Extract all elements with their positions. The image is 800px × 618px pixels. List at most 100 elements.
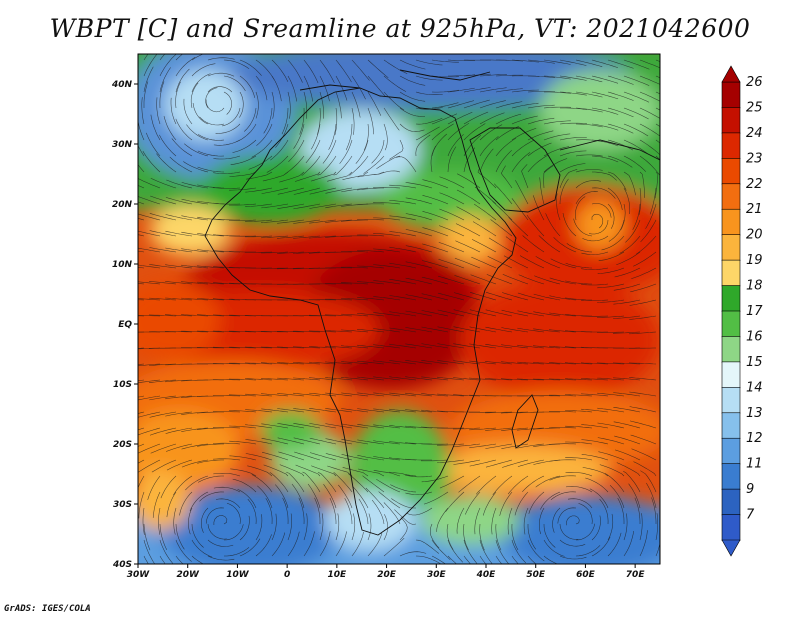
streamline	[197, 233, 225, 237]
streamline	[247, 465, 273, 477]
streamline	[175, 523, 185, 550]
streamline	[463, 99, 490, 109]
streamline	[533, 362, 561, 365]
streamline	[171, 138, 193, 157]
streamline	[282, 497, 289, 525]
streamline	[339, 139, 353, 164]
streamline	[341, 282, 369, 285]
streamline	[175, 539, 192, 562]
streamline	[453, 360, 481, 365]
streamline	[469, 326, 497, 333]
streamline	[229, 187, 257, 191]
streamline	[197, 427, 224, 430]
streamline	[557, 507, 577, 524]
streamline	[508, 217, 529, 237]
streamline	[247, 498, 257, 525]
lon-tick-label: 40E	[476, 570, 497, 580]
streamline	[581, 424, 609, 429]
streamline	[230, 155, 257, 165]
streamline	[495, 523, 502, 551]
streamline	[549, 475, 577, 481]
streamline	[165, 297, 193, 301]
streamline	[591, 107, 619, 115]
streamline	[456, 206, 481, 221]
streamline	[149, 379, 177, 383]
streamline	[589, 488, 609, 509]
streamline	[143, 81, 149, 108]
streamline	[623, 513, 628, 541]
streamline	[501, 344, 529, 349]
streamline	[138, 185, 145, 189]
streamline	[325, 219, 353, 223]
streamline	[517, 459, 545, 467]
streamline	[528, 491, 545, 514]
streamline	[341, 251, 369, 253]
streamline	[630, 283, 657, 293]
streamline	[575, 180, 601, 189]
streamline	[293, 392, 321, 397]
streamline	[389, 184, 417, 189]
streamline	[565, 486, 593, 493]
colorbar-label: 26	[746, 75, 763, 90]
streamline	[639, 530, 648, 557]
streamline	[492, 201, 513, 221]
streamline	[245, 219, 273, 222]
streamline	[341, 454, 369, 461]
streamline	[575, 169, 603, 173]
streamline	[597, 377, 625, 381]
streamline	[341, 313, 369, 317]
streamline	[164, 314, 193, 317]
streamline	[325, 453, 353, 461]
lat-tick-label: EQ	[118, 320, 132, 330]
streamline	[229, 455, 257, 461]
streamline	[138, 427, 161, 436]
streamline	[317, 107, 321, 135]
streamline	[372, 187, 401, 189]
streamline	[617, 497, 625, 524]
streamline	[565, 472, 593, 477]
colorbar-swatch	[721, 132, 741, 160]
streamline	[309, 361, 337, 365]
streamline	[405, 261, 433, 269]
streamline	[165, 264, 193, 269]
streamline	[373, 456, 401, 461]
streamline	[609, 485, 625, 509]
streamline	[548, 443, 577, 445]
streamline	[351, 59, 370, 81]
streamline	[389, 392, 417, 397]
streamline	[261, 423, 289, 429]
streamline	[138, 201, 145, 205]
streamline	[492, 475, 513, 495]
streamline	[138, 411, 145, 414]
streamline	[293, 408, 321, 413]
streamline	[175, 118, 193, 141]
streamline	[543, 120, 571, 125]
streamline	[271, 75, 282, 102]
streamline	[181, 198, 209, 205]
streamline	[522, 475, 545, 492]
streamline	[317, 472, 337, 493]
streamline	[406, 507, 433, 516]
streamline	[639, 171, 645, 198]
streamline	[578, 503, 593, 525]
streamline	[261, 438, 289, 445]
streamline	[356, 234, 385, 237]
streamline	[344, 498, 353, 525]
streamline	[325, 283, 353, 285]
streamlines	[138, 54, 660, 564]
streamline	[294, 171, 321, 182]
streamline	[197, 184, 225, 189]
colorbar-label: 7	[746, 508, 755, 523]
streamline	[651, 497, 657, 524]
streamline	[543, 146, 570, 157]
streamline	[389, 376, 417, 381]
streamline	[607, 171, 627, 191]
streamline	[184, 143, 209, 157]
streamline	[592, 171, 617, 181]
streamline	[138, 196, 161, 205]
streamline	[463, 147, 476, 173]
colorbar-label: 20	[746, 228, 763, 243]
streamline	[213, 458, 241, 461]
streamline	[357, 281, 385, 285]
streamline	[367, 107, 374, 135]
